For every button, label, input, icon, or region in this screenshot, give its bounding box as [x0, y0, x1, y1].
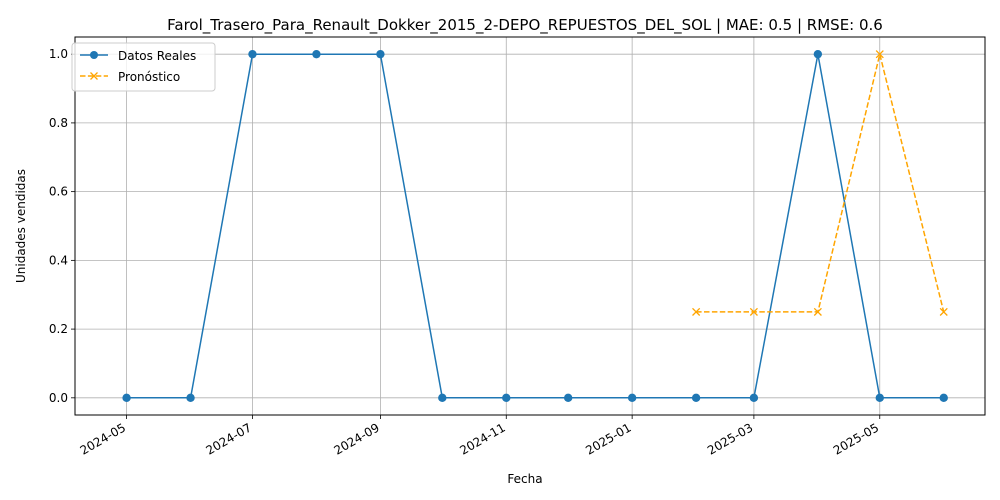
y-axis: 0.0 0.2 0.4 0.6 0.8 1.0: [49, 47, 75, 405]
x-tick-label: 2024-09: [331, 420, 381, 457]
y-tick-label: 0.8: [49, 116, 68, 130]
data-point-datos-reales: [627, 393, 637, 403]
data-point-datos-reales: [376, 49, 385, 59]
grid: [75, 37, 985, 415]
plot-area: [122, 49, 948, 403]
y-tick-label: 1.0: [49, 47, 68, 61]
data-point-pronostico: [749, 307, 758, 316]
x-tick-label: 2025-01: [583, 420, 633, 457]
y-tick-label: 0.2: [49, 322, 68, 336]
x-tick-label: 2024-07: [204, 420, 254, 457]
data-point-pronostico: [692, 307, 701, 316]
legend-label-datos-reales: Datos Reales: [118, 49, 196, 63]
chart-title: Farol_Trasero_Para_Renault_Dokker_2015_2…: [167, 16, 883, 35]
data-point-datos-reales: [563, 393, 573, 403]
data-point-datos-reales: [691, 393, 701, 403]
data-point-pronostico: [813, 307, 822, 316]
data-point-datos-reales: [186, 393, 195, 403]
legend-marker-pronostico: [90, 72, 98, 80]
x-tick-label: 2025-05: [831, 420, 881, 457]
data-point-datos-reales: [122, 393, 131, 403]
data-point-datos-reales: [438, 393, 447, 403]
data-point-pronostico: [875, 50, 884, 59]
y-tick-label: 0.0: [49, 391, 68, 405]
data-point-datos-reales: [502, 393, 511, 403]
y-tick-label: 0.4: [49, 253, 68, 267]
plot-frame: [74, 36, 986, 416]
x-tick-label: 2025-03: [705, 420, 755, 457]
data-point-datos-reales: [749, 393, 759, 403]
y-axis-label: Unidades vendidas: [14, 169, 28, 283]
series-line-pronostico: [696, 54, 945, 313]
series-line-datos-reales: [126, 53, 944, 399]
legend-marker-datos-reales: [90, 51, 98, 59]
x-tick-label: 2024-05: [78, 420, 128, 457]
data-point-datos-reales: [875, 393, 884, 403]
data-point-datos-reales: [939, 393, 948, 403]
x-axis-label: Fecha: [507, 472, 542, 486]
data-point-datos-reales: [312, 49, 321, 59]
legend: Datos Reales Pronóstico: [71, 42, 216, 92]
y-tick-label: 0.6: [49, 185, 68, 199]
x-axis: 2024-05 2024-07 2024-09 2024-11 2025-01 2025-…: [78, 415, 881, 458]
data-point-datos-reales: [248, 49, 257, 59]
data-point-datos-reales: [813, 49, 823, 59]
data-point-pronostico: [939, 307, 948, 316]
legend-label-pronostico: Pronóstico: [118, 70, 180, 84]
x-tick-label: 2024-11: [457, 420, 507, 457]
